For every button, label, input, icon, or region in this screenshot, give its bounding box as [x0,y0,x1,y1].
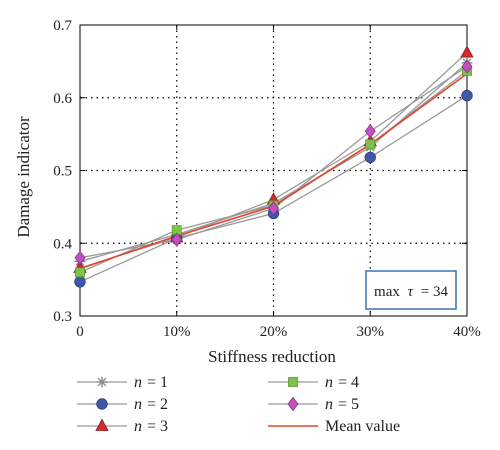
annotation-border [365,270,457,310]
legend-label-var: n [325,374,333,391]
series-line-1 [79,95,468,283]
y-tick-label: 0.7 [53,18,72,34]
data-point-series-3 [75,267,85,278]
legend-label-var: n [134,396,142,413]
legend-marker-1 [96,398,108,410]
y-tick-label: 0.5 [53,164,72,180]
annotation-text: max τ = 34 [374,284,448,300]
series-markers [73,45,474,288]
legend-label-var: n [325,396,333,413]
x-tick-label: 10% [163,324,191,340]
axis-ticks: 0 10% 20% 30% 40% 0.3 0.4 0.5 0.6 0.7 [53,18,481,340]
legend-label-var: n [134,418,142,435]
legend-label-val: = 2 [147,396,168,413]
legend-marker-3 [288,377,298,387]
legend-marker-2 [95,418,109,431]
y-tick-label: 0.4 [53,236,72,252]
data-point-series-4 [364,124,376,139]
data-point-series-4 [171,232,183,247]
x-tick-label: 0 [76,324,84,340]
y-tick-label: 0.6 [53,91,72,107]
data-point-series-4 [74,250,86,265]
annotation-suffix: = 34 [421,284,449,300]
legend-label-val: = 3 [147,418,168,435]
series-line-0 [79,62,468,263]
series-line-2 [79,52,468,269]
legend-marker-4 [287,396,299,412]
data-point-series-2 [460,45,474,58]
legend-label-5: Mean value [325,418,400,435]
legend-label-3: n = 4 [325,374,359,391]
annotation-symbol: τ [408,284,414,300]
data-point-series-3 [365,139,376,150]
data-point-series-4 [461,59,473,74]
y-axis-label: Damage indicator [14,116,33,238]
legend-label-1: n = 2 [134,396,168,413]
legend-marker-0 [96,376,108,388]
x-tick-label: 20% [260,324,288,340]
x-axis-label: Stiffness reduction [208,347,336,366]
legend-label-val: = 5 [338,396,359,413]
data-point-series-1 [461,89,473,102]
legend-label-0: n = 1 [134,374,168,391]
grid-lines [80,25,467,316]
x-tick-label: 30% [357,324,385,340]
legend-label-4: n = 5 [325,396,359,413]
annotation-prefix: max [374,284,400,300]
legend-label-var: n [134,374,142,391]
data-point-series-4 [267,201,280,216]
x-tick-label: 40% [453,324,481,340]
annotation-box: max τ = 34 [365,270,457,310]
series-line-3 [79,70,468,273]
data-point-series-1 [364,151,376,164]
legend-label-2: n = 3 [134,418,168,435]
data-point-series-1 [74,276,86,288]
legend: n = 1 n = 2 n = 3 n = 4 n = 5 Mean value [77,374,400,435]
legend-label-val: = 4 [338,374,359,391]
legend-label-val: = 1 [147,374,168,391]
y-tick-label: 0.3 [53,309,72,325]
series-lines [79,52,468,283]
